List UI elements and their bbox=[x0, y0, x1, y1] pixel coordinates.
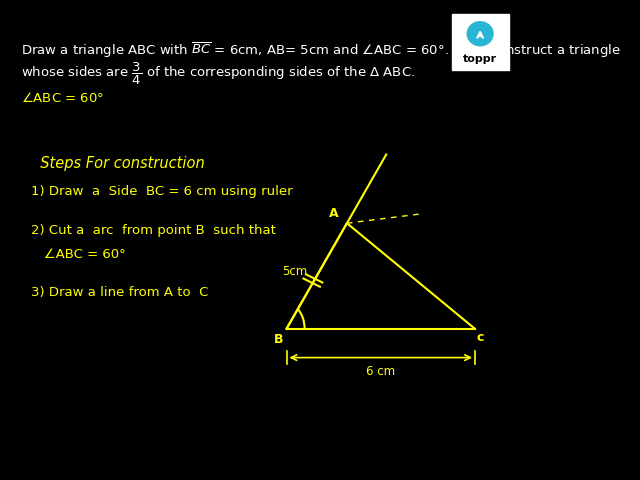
Text: 5cm: 5cm bbox=[282, 264, 307, 277]
Text: ∠ABC = 60°: ∠ABC = 60° bbox=[31, 248, 125, 261]
Text: whose sides are $\dfrac{3}{4}$ of the corresponding sides of the $\Delta$ ABC.: whose sides are $\dfrac{3}{4}$ of the co… bbox=[20, 61, 415, 87]
Circle shape bbox=[467, 22, 493, 46]
Text: 6 cm: 6 cm bbox=[366, 364, 396, 378]
FancyBboxPatch shape bbox=[452, 14, 509, 70]
Text: 3) Draw a line from A to  C: 3) Draw a line from A to C bbox=[31, 286, 209, 300]
Text: 1) Draw  a  Side  BC = 6 cm using ruler: 1) Draw a Side BC = 6 cm using ruler bbox=[31, 185, 292, 199]
Text: Steps For construction: Steps For construction bbox=[31, 156, 205, 171]
Text: $\angle$ABC = 60°: $\angle$ABC = 60° bbox=[20, 91, 104, 106]
Text: A: A bbox=[329, 207, 339, 220]
Text: c: c bbox=[476, 331, 484, 344]
Text: 2) Cut a  arc  from point B  such that: 2) Cut a arc from point B such that bbox=[31, 224, 276, 237]
Text: Draw a triangle ABC with $\overline{BC}$ = 6cm, AB= 5cm and $\angle$ABC = 60°. T: Draw a triangle ABC with $\overline{BC}$… bbox=[20, 41, 621, 60]
Text: B: B bbox=[274, 333, 284, 346]
Text: toppr: toppr bbox=[463, 54, 497, 63]
